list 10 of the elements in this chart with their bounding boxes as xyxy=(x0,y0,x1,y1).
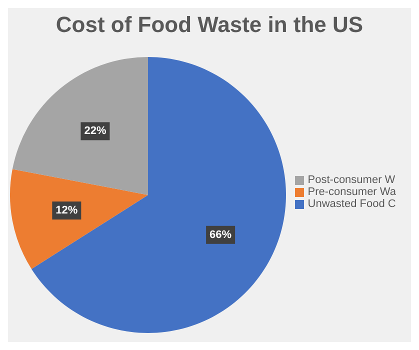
legend-label: Unwasted Food C xyxy=(308,198,396,210)
data-label: 22% xyxy=(84,125,106,138)
data-label: 66% xyxy=(210,228,232,241)
legend-label: Pre-consumer Wa xyxy=(308,186,396,198)
pie-slice xyxy=(12,57,148,195)
legend-label: Post-consumer W xyxy=(308,174,396,186)
chart-title: Cost of Food Waste in the US xyxy=(54,11,364,39)
data-label: 12% xyxy=(56,204,78,217)
pie-slice xyxy=(31,57,286,333)
pie-slice xyxy=(10,169,148,269)
